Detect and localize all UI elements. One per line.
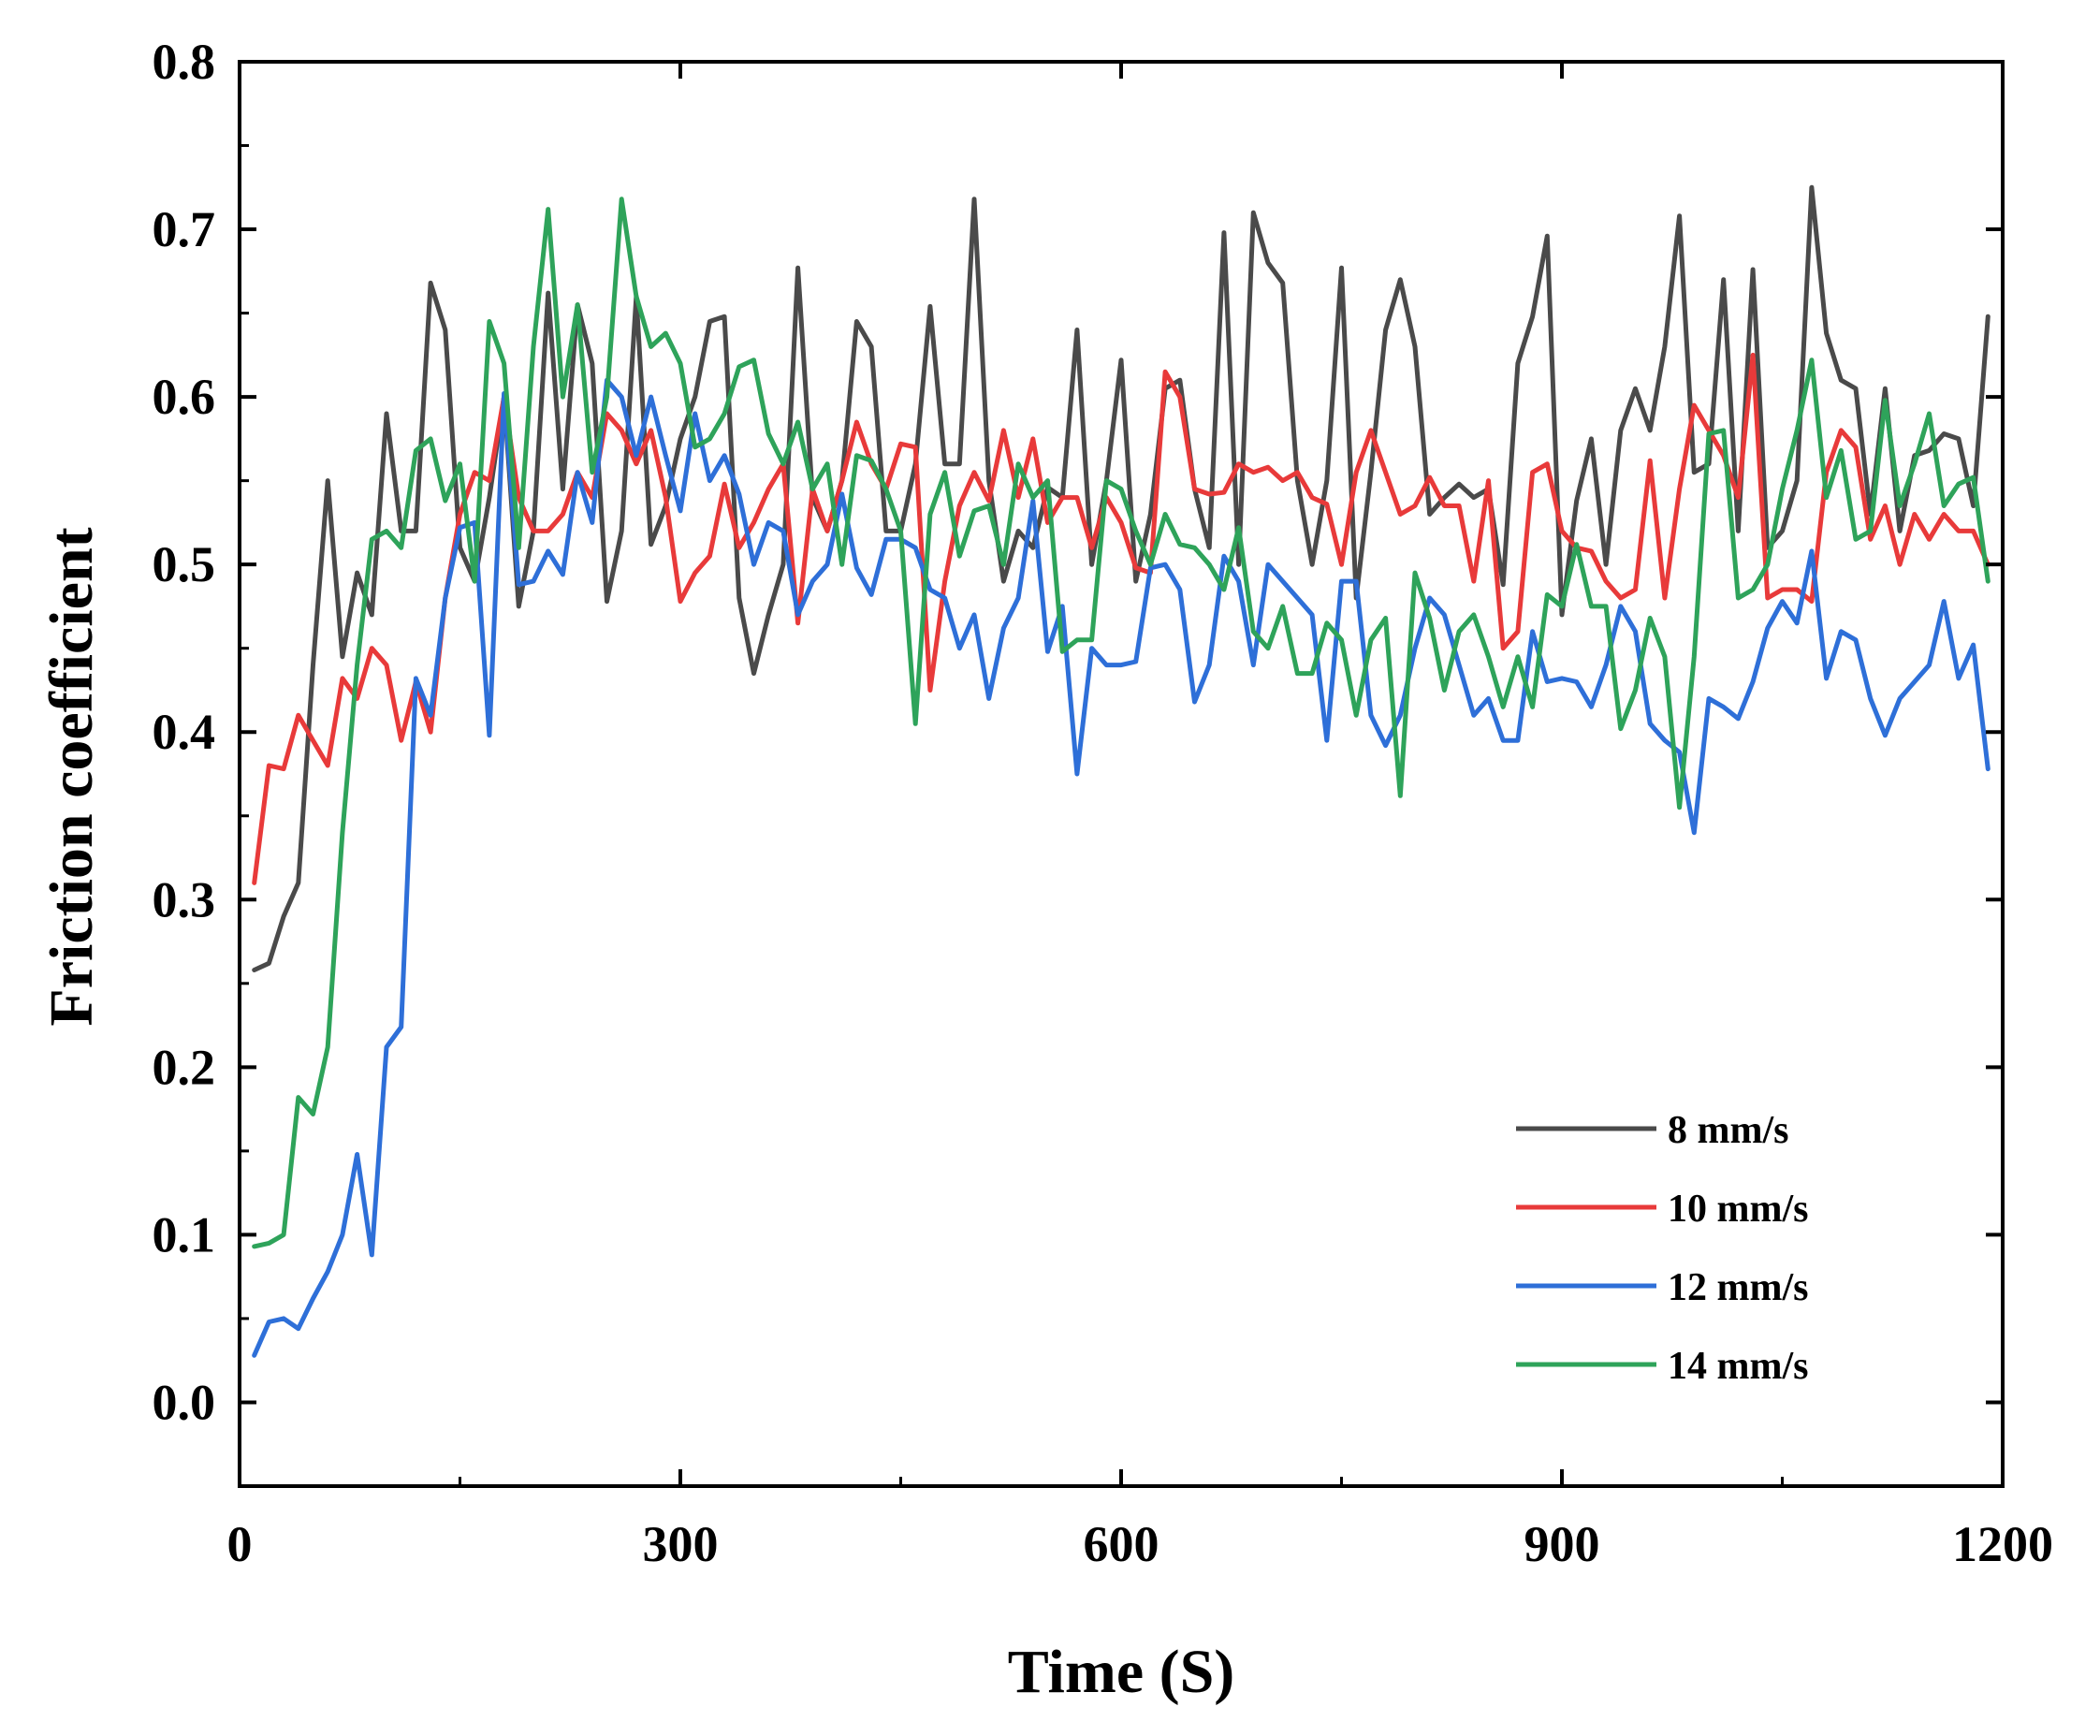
axes: 0 300 600 900 1200 0.0 0.1 0.2 0.3 0.4 0.5 0.6 0.7 0.… [153,34,2054,1572]
x-tick-label: 600 [1084,1516,1159,1572]
y-tick-label: 0.6 [153,369,216,425]
y-tick-label: 0.4 [153,704,216,760]
y-tick-label: 0.5 [153,536,216,592]
x-tick-label: 900 [1524,1516,1600,1572]
x-tick-label: 0 [227,1516,253,1572]
y-tick-label: 0.1 [153,1206,216,1262]
plot-area [252,184,1991,1358]
y-tick-label: 0.0 [153,1374,216,1430]
legend-label-8-mms: 8 mm/s [1668,1109,1789,1152]
series-line-12-mms [252,377,1991,1358]
series-line-8-mms [252,184,1991,972]
legend-label-14-mms: 14 mm/s [1668,1345,1809,1388]
y-tick-label: 0.2 [153,1039,216,1095]
y-axis-title: Friction coefficient [37,527,106,1026]
x-tick-label: 1200 [1952,1516,2053,1572]
legend: 8 mm/s 10 mm/s 12 mm/s 14 mm/s [1516,1109,1809,1388]
y-tick-label: 0.7 [153,201,216,257]
x-axis-title: Time (S) [1008,1638,1235,1706]
x-tick-label: 300 [643,1516,719,1572]
legend-label-12-mms: 12 mm/s [1668,1266,1809,1309]
legend-label-10-mms: 10 mm/s [1668,1188,1809,1231]
series-line-14-mms [252,197,1991,1249]
y-tick-label: 0.3 [153,871,216,927]
series-line-10-mms [252,352,1991,885]
y-tick-label: 0.8 [153,34,216,90]
